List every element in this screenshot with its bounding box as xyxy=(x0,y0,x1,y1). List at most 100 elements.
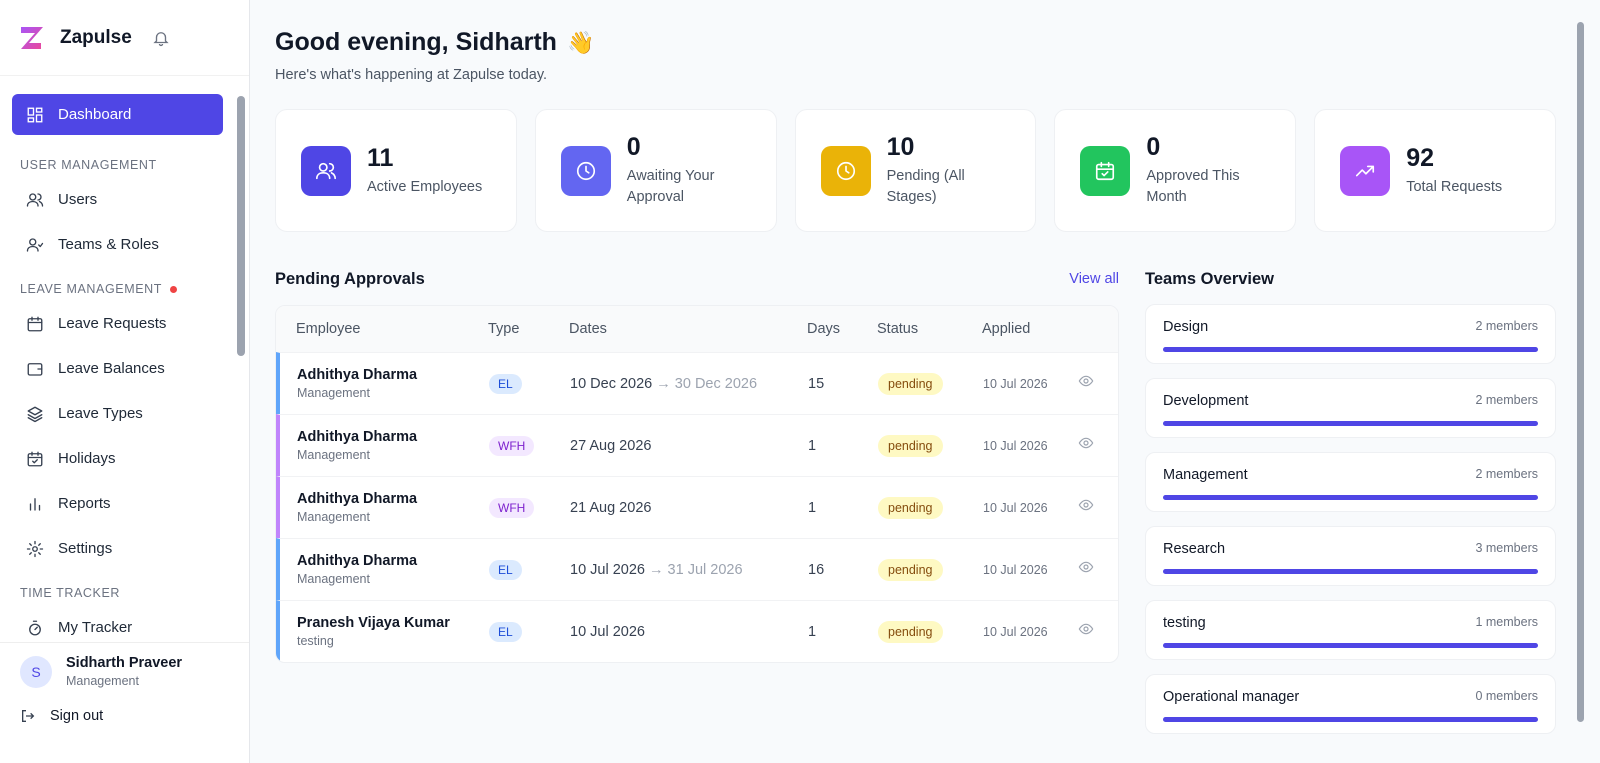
team-header: testing 1 members xyxy=(1163,615,1538,631)
start-date: 10 Dec 2026 xyxy=(570,375,653,392)
nav-item[interactable]: Dashboard xyxy=(12,94,223,135)
type-chip: EL xyxy=(489,373,522,394)
team-header: Development 2 members xyxy=(1163,393,1538,409)
end-date: → 30 Dec 2026 xyxy=(656,375,758,392)
actions xyxy=(1078,497,1118,518)
team-card: Management 2 members xyxy=(1145,452,1556,512)
stat-card: 92 Total Requests xyxy=(1314,109,1556,232)
brand: Zapulse xyxy=(0,0,249,76)
stat-card: 10 Pending (All Stages) xyxy=(794,109,1037,232)
nav-item[interactable]: Settings xyxy=(12,526,223,571)
days: 1 xyxy=(808,437,817,454)
nav-section: USER MANAGEMENT xyxy=(12,143,223,177)
brand-name: Zapulse xyxy=(60,26,132,48)
lower: Pending Approvals View all Employee Type Da… xyxy=(275,268,1556,734)
stat-label: Active Employees xyxy=(367,178,483,195)
column-header: Days xyxy=(807,321,841,337)
type-cell: EL xyxy=(489,559,570,580)
nav-icon xyxy=(26,237,44,252)
nav-icon xyxy=(29,620,41,635)
nav-item[interactable]: Teams & Roles xyxy=(12,222,223,267)
table-row: Adhithya Dharma Management EL 10 Jul 2026 →… xyxy=(276,538,1118,600)
team-card: Development 2 members xyxy=(1145,378,1556,438)
applied: 10 Jul 2026 xyxy=(983,562,1048,577)
nav-item[interactable]: Reports xyxy=(12,481,223,526)
stat-label: Pending (All Stages) xyxy=(886,168,965,205)
status-cell: pending xyxy=(878,558,983,581)
status-cell: pending xyxy=(878,620,983,643)
column-header: Dates xyxy=(569,321,607,337)
nav-label: Leave Balances xyxy=(58,360,165,377)
nav-label: Teams & Roles xyxy=(58,236,159,253)
type-cell: EL xyxy=(489,621,570,642)
sign-out[interactable]: Sign out xyxy=(20,708,229,724)
team-bar xyxy=(1163,347,1538,352)
stat-value: 11 xyxy=(367,143,394,172)
employee-name: Adhithya Dharma xyxy=(297,429,418,445)
view-button[interactable] xyxy=(1078,435,1094,451)
stat-text: 0 Awaiting Your Approval xyxy=(627,133,757,208)
employee: Pranesh Vijaya Kumar testing xyxy=(297,615,489,648)
status-pill: pending xyxy=(878,372,943,395)
employee-team: Management xyxy=(297,510,370,524)
main: Good evening, Sidharth 👋 Here's what's ha… xyxy=(250,0,1600,763)
user-team: Management xyxy=(66,674,139,688)
stat-label: Awaiting Your Approval xyxy=(626,168,715,205)
stat-icon xyxy=(820,145,871,196)
scrollbar xyxy=(1576,18,1586,748)
team-card: Operational manager 0 members xyxy=(1145,674,1556,734)
stat-text: 10 Pending (All Stages) xyxy=(887,133,1017,208)
nav-item[interactable]: Holidays xyxy=(12,436,223,481)
icon xyxy=(836,161,855,180)
view-button[interactable] xyxy=(1078,373,1094,389)
nav-label: Users xyxy=(58,191,98,208)
dates: 21 Aug 2026 xyxy=(570,500,808,516)
bell-icon[interactable] xyxy=(152,29,170,47)
column-header: Employee xyxy=(296,321,361,337)
days: 16 xyxy=(808,561,825,578)
nav-label: Reports xyxy=(58,495,111,512)
notification-dot xyxy=(170,285,178,293)
view-button[interactable] xyxy=(1078,559,1094,575)
nav-item[interactable]: Leave Types xyxy=(12,391,223,436)
subtitle: Here's what's happening at Zapulse today… xyxy=(275,67,548,83)
type-chip: EL xyxy=(489,621,522,642)
team-bar xyxy=(1163,643,1538,648)
nav-item[interactable]: Leave Requests xyxy=(12,301,223,346)
view-all[interactable]: View all xyxy=(1069,271,1119,287)
nav-icon xyxy=(27,316,43,331)
stat-icon xyxy=(1080,145,1131,196)
teams-overview: Teams Overview Design 2 members Developmen… xyxy=(1145,268,1556,734)
team-card: Design 2 members xyxy=(1145,304,1556,364)
icon xyxy=(1096,161,1115,180)
nav-item[interactable]: Users xyxy=(12,177,223,222)
stat-icon xyxy=(301,145,351,196)
nav-label: Dashboard xyxy=(58,106,132,123)
greeting: Good evening, Sidharth 👋 xyxy=(275,28,1556,57)
nav-icon xyxy=(27,362,43,376)
greeting-text: Good evening, Sidharth xyxy=(275,28,557,56)
employee-team: testing xyxy=(297,634,334,648)
actions xyxy=(1078,621,1118,642)
view-button[interactable] xyxy=(1078,497,1094,513)
stat-value: 10 xyxy=(886,133,915,161)
nav-item[interactable]: My Tracker xyxy=(12,605,223,640)
team-name: testing xyxy=(1163,615,1206,631)
dates: 10 Jul 2026 xyxy=(570,624,808,640)
days: 1 xyxy=(808,623,817,640)
column-header: Status xyxy=(877,321,919,337)
employee-name: Adhithya Dharma xyxy=(297,553,418,569)
employee: Adhithya Dharma Management xyxy=(297,429,489,462)
employee-team: Management xyxy=(297,448,370,462)
applied: 10 Jul 2026 xyxy=(983,376,1048,391)
team-members: 2 members xyxy=(1475,467,1538,481)
team-members: 1 members xyxy=(1475,615,1538,629)
table-row: Adhithya Dharma Management EL 10 Dec 2026 →… xyxy=(276,352,1118,414)
type-cell: EL xyxy=(489,373,570,394)
employee-team: Management xyxy=(297,386,370,400)
applied: 10 Jul 2026 xyxy=(983,438,1048,453)
view-button[interactable] xyxy=(1078,621,1094,637)
nav-item[interactable]: Leave Balances xyxy=(12,346,223,391)
team-header: Management 2 members xyxy=(1163,467,1538,483)
sign-out-label: Sign out xyxy=(50,708,104,724)
